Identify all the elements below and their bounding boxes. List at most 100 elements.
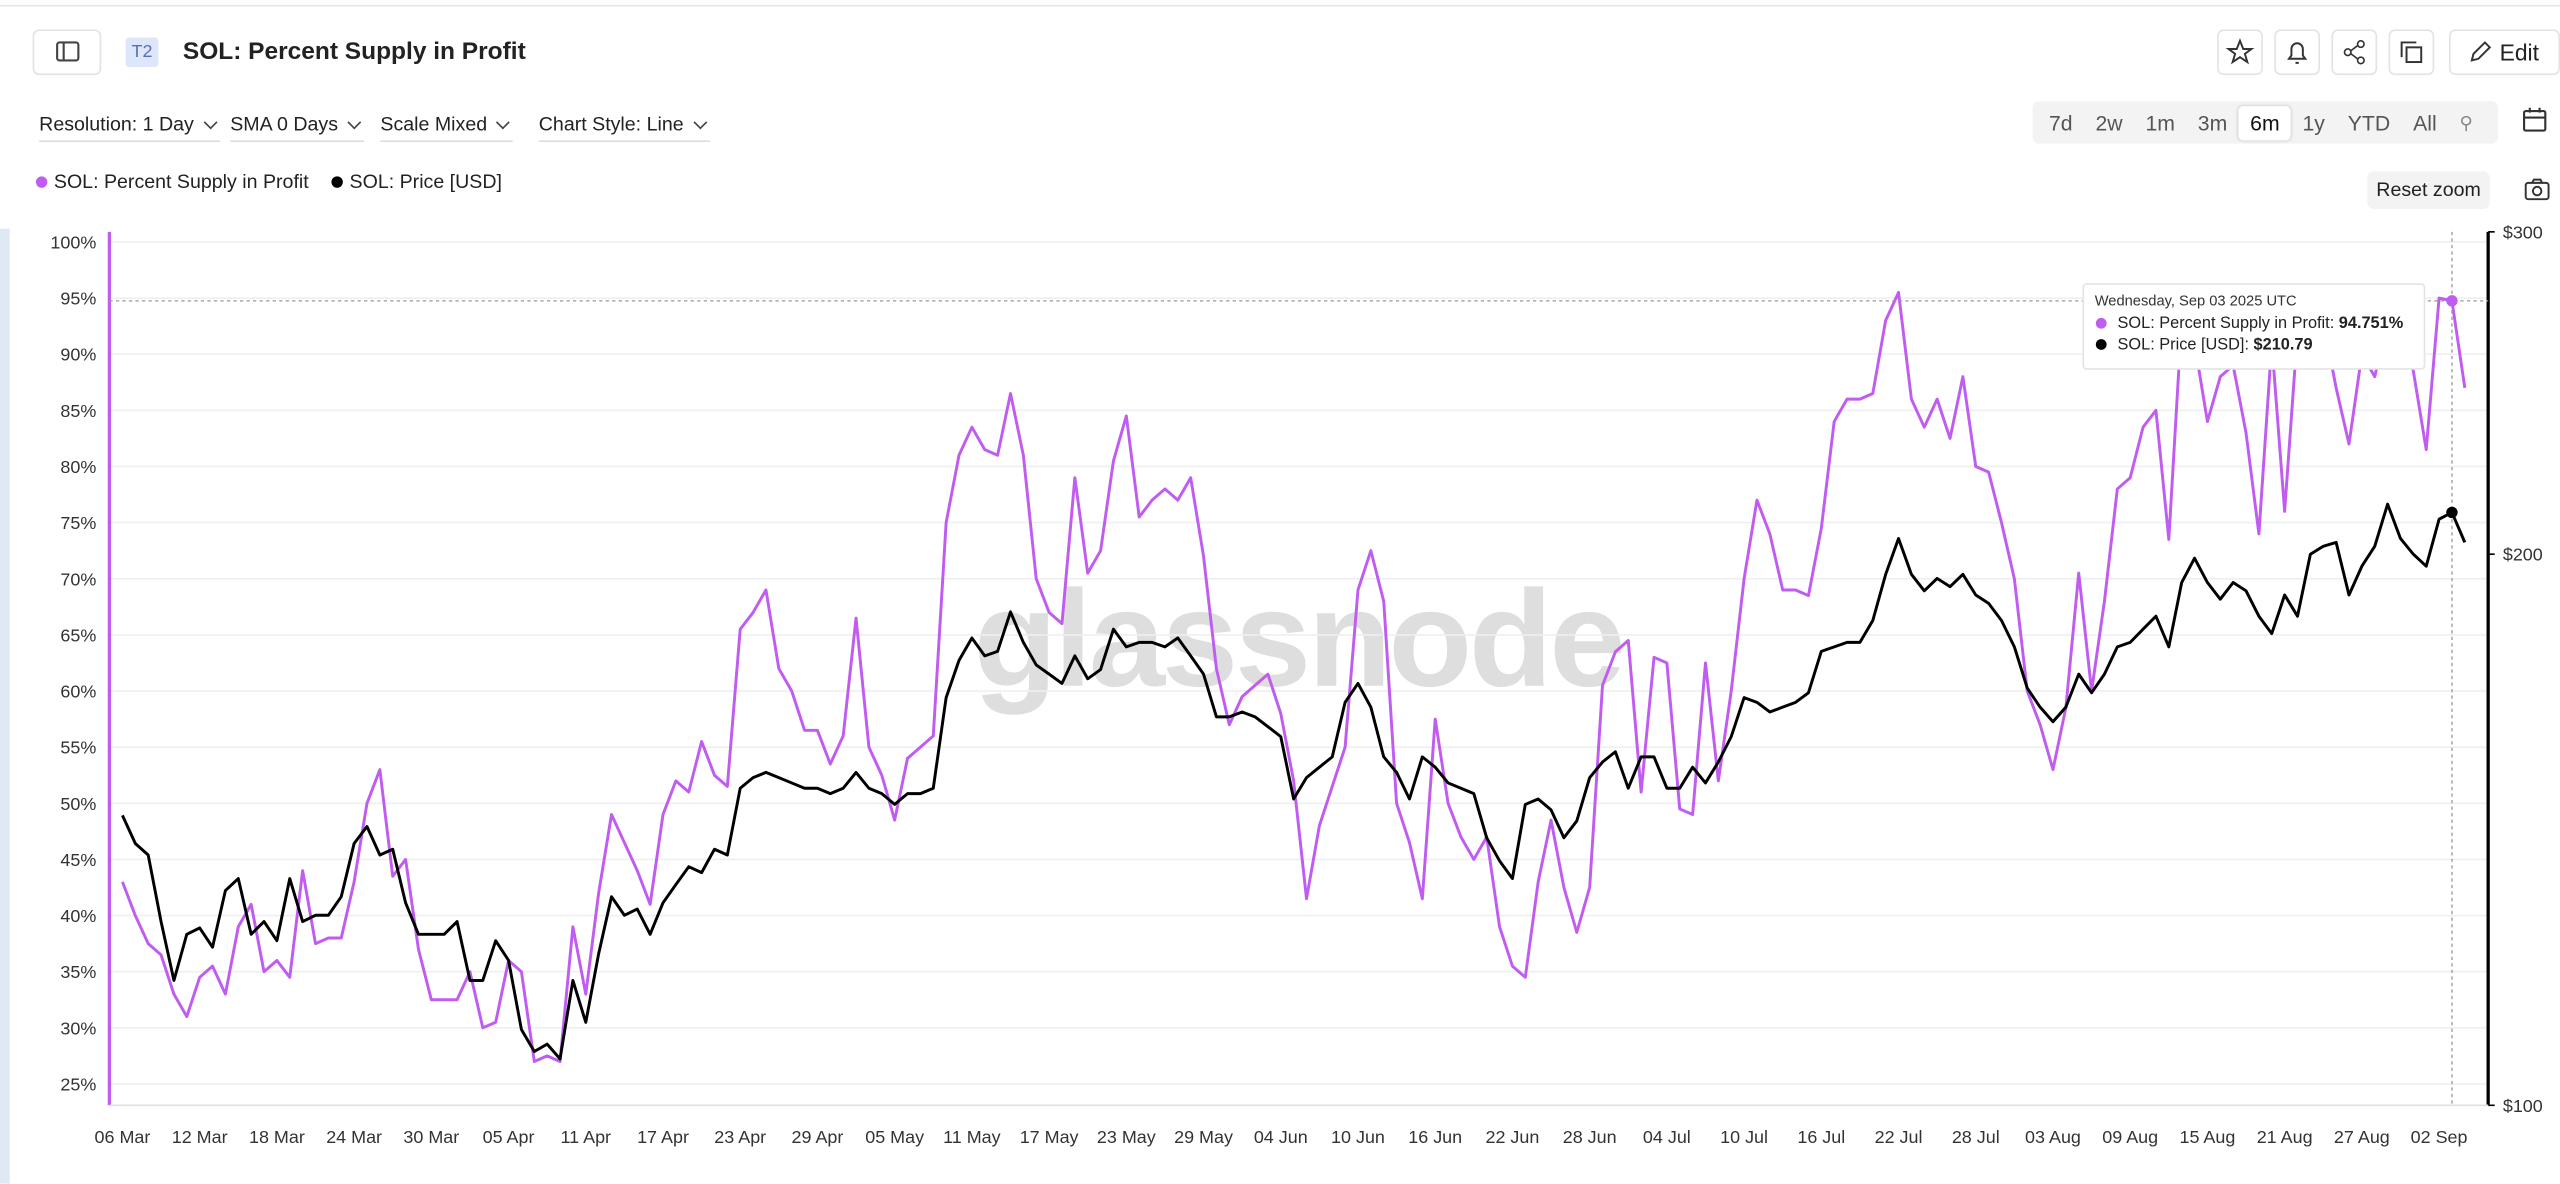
duplicate-button[interactable] (2388, 29, 2435, 76)
legend-swatch (331, 175, 343, 187)
x-tick-label: 18 Mar (249, 1127, 305, 1147)
x-tick-label: 04 Jul (1643, 1127, 1691, 1147)
page-title: SOL: Percent Supply in Profit (182, 37, 526, 66)
alert-button[interactable] (2274, 29, 2320, 76)
y-tick-label: 95% (60, 289, 96, 309)
x-tick-label: 10 Jun (1331, 1127, 1385, 1147)
x-tick-label: 15 Aug (2179, 1127, 2235, 1147)
range-selector: 7d 2w 1m 3m 6m 1y YTD All ⚲ (2032, 101, 2498, 144)
x-tick-label: 22 Jun (1485, 1127, 1539, 1147)
legend-item[interactable]: SOL: Price [USD] (331, 169, 502, 193)
calendar-icon[interactable] (2519, 104, 2552, 137)
range-button[interactable]: 3m (2197, 110, 2228, 135)
range-button[interactable]: 1y (2302, 110, 2325, 135)
y2-tick-label: $300 (2503, 222, 2543, 242)
resolution-dropdown[interactable]: Resolution: 1 Day (39, 111, 220, 143)
y2-tick-label: $100 (2503, 1096, 2543, 1116)
x-tick-label: 23 May (1097, 1127, 1156, 1147)
legend-item[interactable]: SOL: Percent Supply in Profit (35, 169, 309, 193)
y-tick-label: 90% (60, 345, 96, 365)
range-button[interactable]: 1m (2145, 110, 2175, 135)
x-tick-label: 29 May (1174, 1127, 1233, 1147)
tooltip: Wednesday, Sep 03 2025 UTC SOL: Percent S… (2082, 283, 2426, 370)
tooltip-name: SOL: Percent Supply in Profit (2118, 314, 2331, 332)
tooltip-row: SOL: Price [USD]: $210.79 (2118, 335, 2313, 353)
x-tick-label: 09 Aug (2102, 1127, 2158, 1147)
x-tick-label: 27 Aug (2334, 1127, 2390, 1147)
series-line (121, 290, 2467, 1063)
edit-label: Edit (2499, 39, 2539, 66)
x-tick-label: 03 Aug (2025, 1127, 2081, 1147)
side-strip (0, 228, 10, 1184)
tooltip-title: Wednesday, Sep 03 2025 UTC (2095, 293, 2297, 309)
tooltip-row: SOL: Percent Supply in Profit: 94.751% (2118, 314, 2404, 332)
x-tick-label: 22 Jul (1875, 1127, 1923, 1147)
x-tick-label: 06 Mar (95, 1127, 151, 1147)
x-tick-label: 11 Apr (561, 1127, 612, 1147)
copy-icon (2400, 41, 2423, 64)
y-tick-label: 80% (60, 457, 96, 477)
range-button[interactable]: YTD (2347, 110, 2391, 135)
x-tick-label: 28 Jun (1563, 1127, 1617, 1147)
star-icon (2225, 38, 2255, 65)
y-tick-label: 60% (60, 682, 96, 702)
tooltip-sep: : (2244, 335, 2253, 353)
x-tick-label: 05 Apr (483, 1127, 535, 1147)
tooltip-box (2082, 283, 2426, 370)
x-tick-label: 05 May (865, 1127, 924, 1147)
y-tick-label: 70% (60, 569, 96, 589)
x-tick-label: 04 Jun (1254, 1127, 1308, 1147)
sma-dropdown[interactable]: SMA 0 Days (230, 111, 365, 143)
reset-zoom-button[interactable]: Reset zoom (2367, 171, 2490, 209)
scale-dropdown[interactable]: Scale Mixed (380, 111, 514, 143)
sidebar-icon (56, 41, 80, 62)
y-tick-label: 100% (50, 232, 96, 252)
share-button[interactable] (2331, 29, 2378, 76)
edit-button[interactable]: Edit (2448, 29, 2560, 76)
camera-icon[interactable] (2521, 175, 2554, 204)
x-tick-label: 23 Apr (714, 1127, 766, 1147)
legend-label: SOL: Price [USD] (349, 169, 502, 193)
series-line (121, 502, 2467, 1061)
tooltip-swatch (2095, 339, 2107, 350)
legend: SOL: Percent Supply in Profit SOL: Price … (35, 169, 502, 193)
tooltip-name: SOL: Price [USD] (2118, 335, 2245, 353)
x-tick-label: 21 Aug (2257, 1127, 2313, 1147)
share-icon (2343, 39, 2365, 65)
top-border (0, 4, 2560, 7)
y-tick-label: 85% (60, 401, 96, 421)
range-button[interactable]: 7d (2048, 110, 2073, 135)
x-tick-label: 30 Mar (403, 1127, 459, 1147)
watermark: glassnode (974, 563, 1623, 716)
y-tick-label: 25% (60, 1075, 96, 1095)
style-dropdown[interactable]: Chart Style: Line (538, 111, 710, 143)
favorite-button[interactable] (2217, 29, 2263, 76)
y-tick-label: 50% (60, 794, 96, 814)
range-button[interactable]: All (2413, 110, 2437, 135)
y-tick-label: 75% (60, 513, 96, 533)
x-tick-label: 24 Mar (326, 1127, 382, 1147)
legend-label: SOL: Percent Supply in Profit (53, 169, 309, 193)
sidebar-toggle[interactable] (32, 29, 102, 76)
tooltip-swatch (2095, 317, 2107, 329)
x-tick-label: 10 Jul (1720, 1127, 1768, 1147)
y-tick-label: 30% (60, 1018, 96, 1038)
range-button[interactable]: 6m (2238, 105, 2292, 140)
x-tick-label: 17 May (1020, 1127, 1079, 1147)
x-tick-label: 16 Jun (1408, 1127, 1462, 1147)
tooltip-value: $210.79 (2254, 335, 2313, 353)
range-button[interactable]: 2w (2095, 110, 2123, 135)
bell-icon (2287, 42, 2308, 64)
x-tick-label: 02 Sep (2411, 1127, 2468, 1147)
x-tick-label: 12 Mar (172, 1127, 228, 1147)
x-tick-label: 28 Jul (1952, 1127, 2000, 1147)
tooltip-sep: : (2330, 314, 2339, 332)
x-tick-label: 29 Apr (792, 1127, 844, 1147)
y-tick-label: 45% (60, 850, 96, 870)
y-tick-label: 35% (60, 962, 96, 982)
zoom-search-icon[interactable]: ⚲ (2459, 113, 2473, 134)
y-tick-label: 55% (60, 738, 96, 758)
x-tick-label: 16 Jul (1797, 1127, 1845, 1147)
